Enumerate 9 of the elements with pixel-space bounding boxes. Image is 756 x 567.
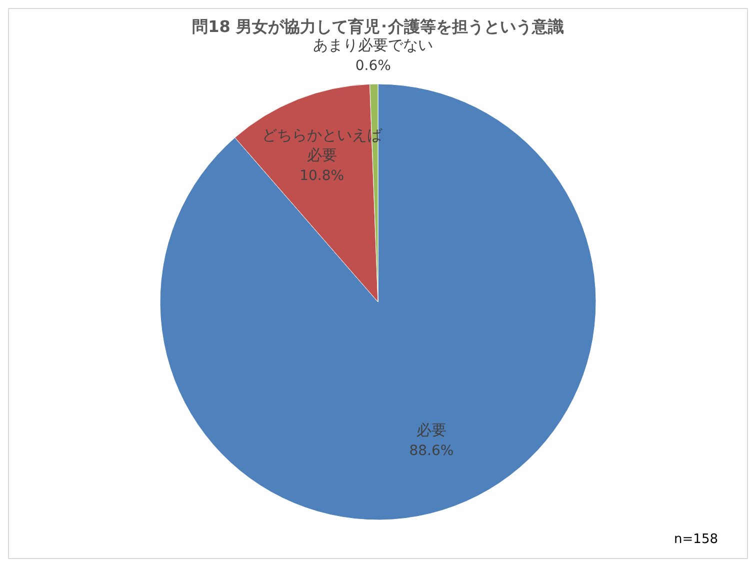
text: n=158 xyxy=(674,532,718,547)
slice-label: どちらかといえば必要 xyxy=(262,126,383,164)
chart-title: 問18 男女が協力して育児･介護等を担うという意識 xyxy=(192,17,564,36)
data-label: 0.6% xyxy=(355,58,391,74)
pie-slice xyxy=(160,84,596,520)
slice-label: 必要 xyxy=(416,420,446,439)
slice-label: あまり必要でない xyxy=(313,36,434,54)
data-label: 10.8% xyxy=(300,168,344,184)
data-label: 88.6% xyxy=(409,442,454,459)
